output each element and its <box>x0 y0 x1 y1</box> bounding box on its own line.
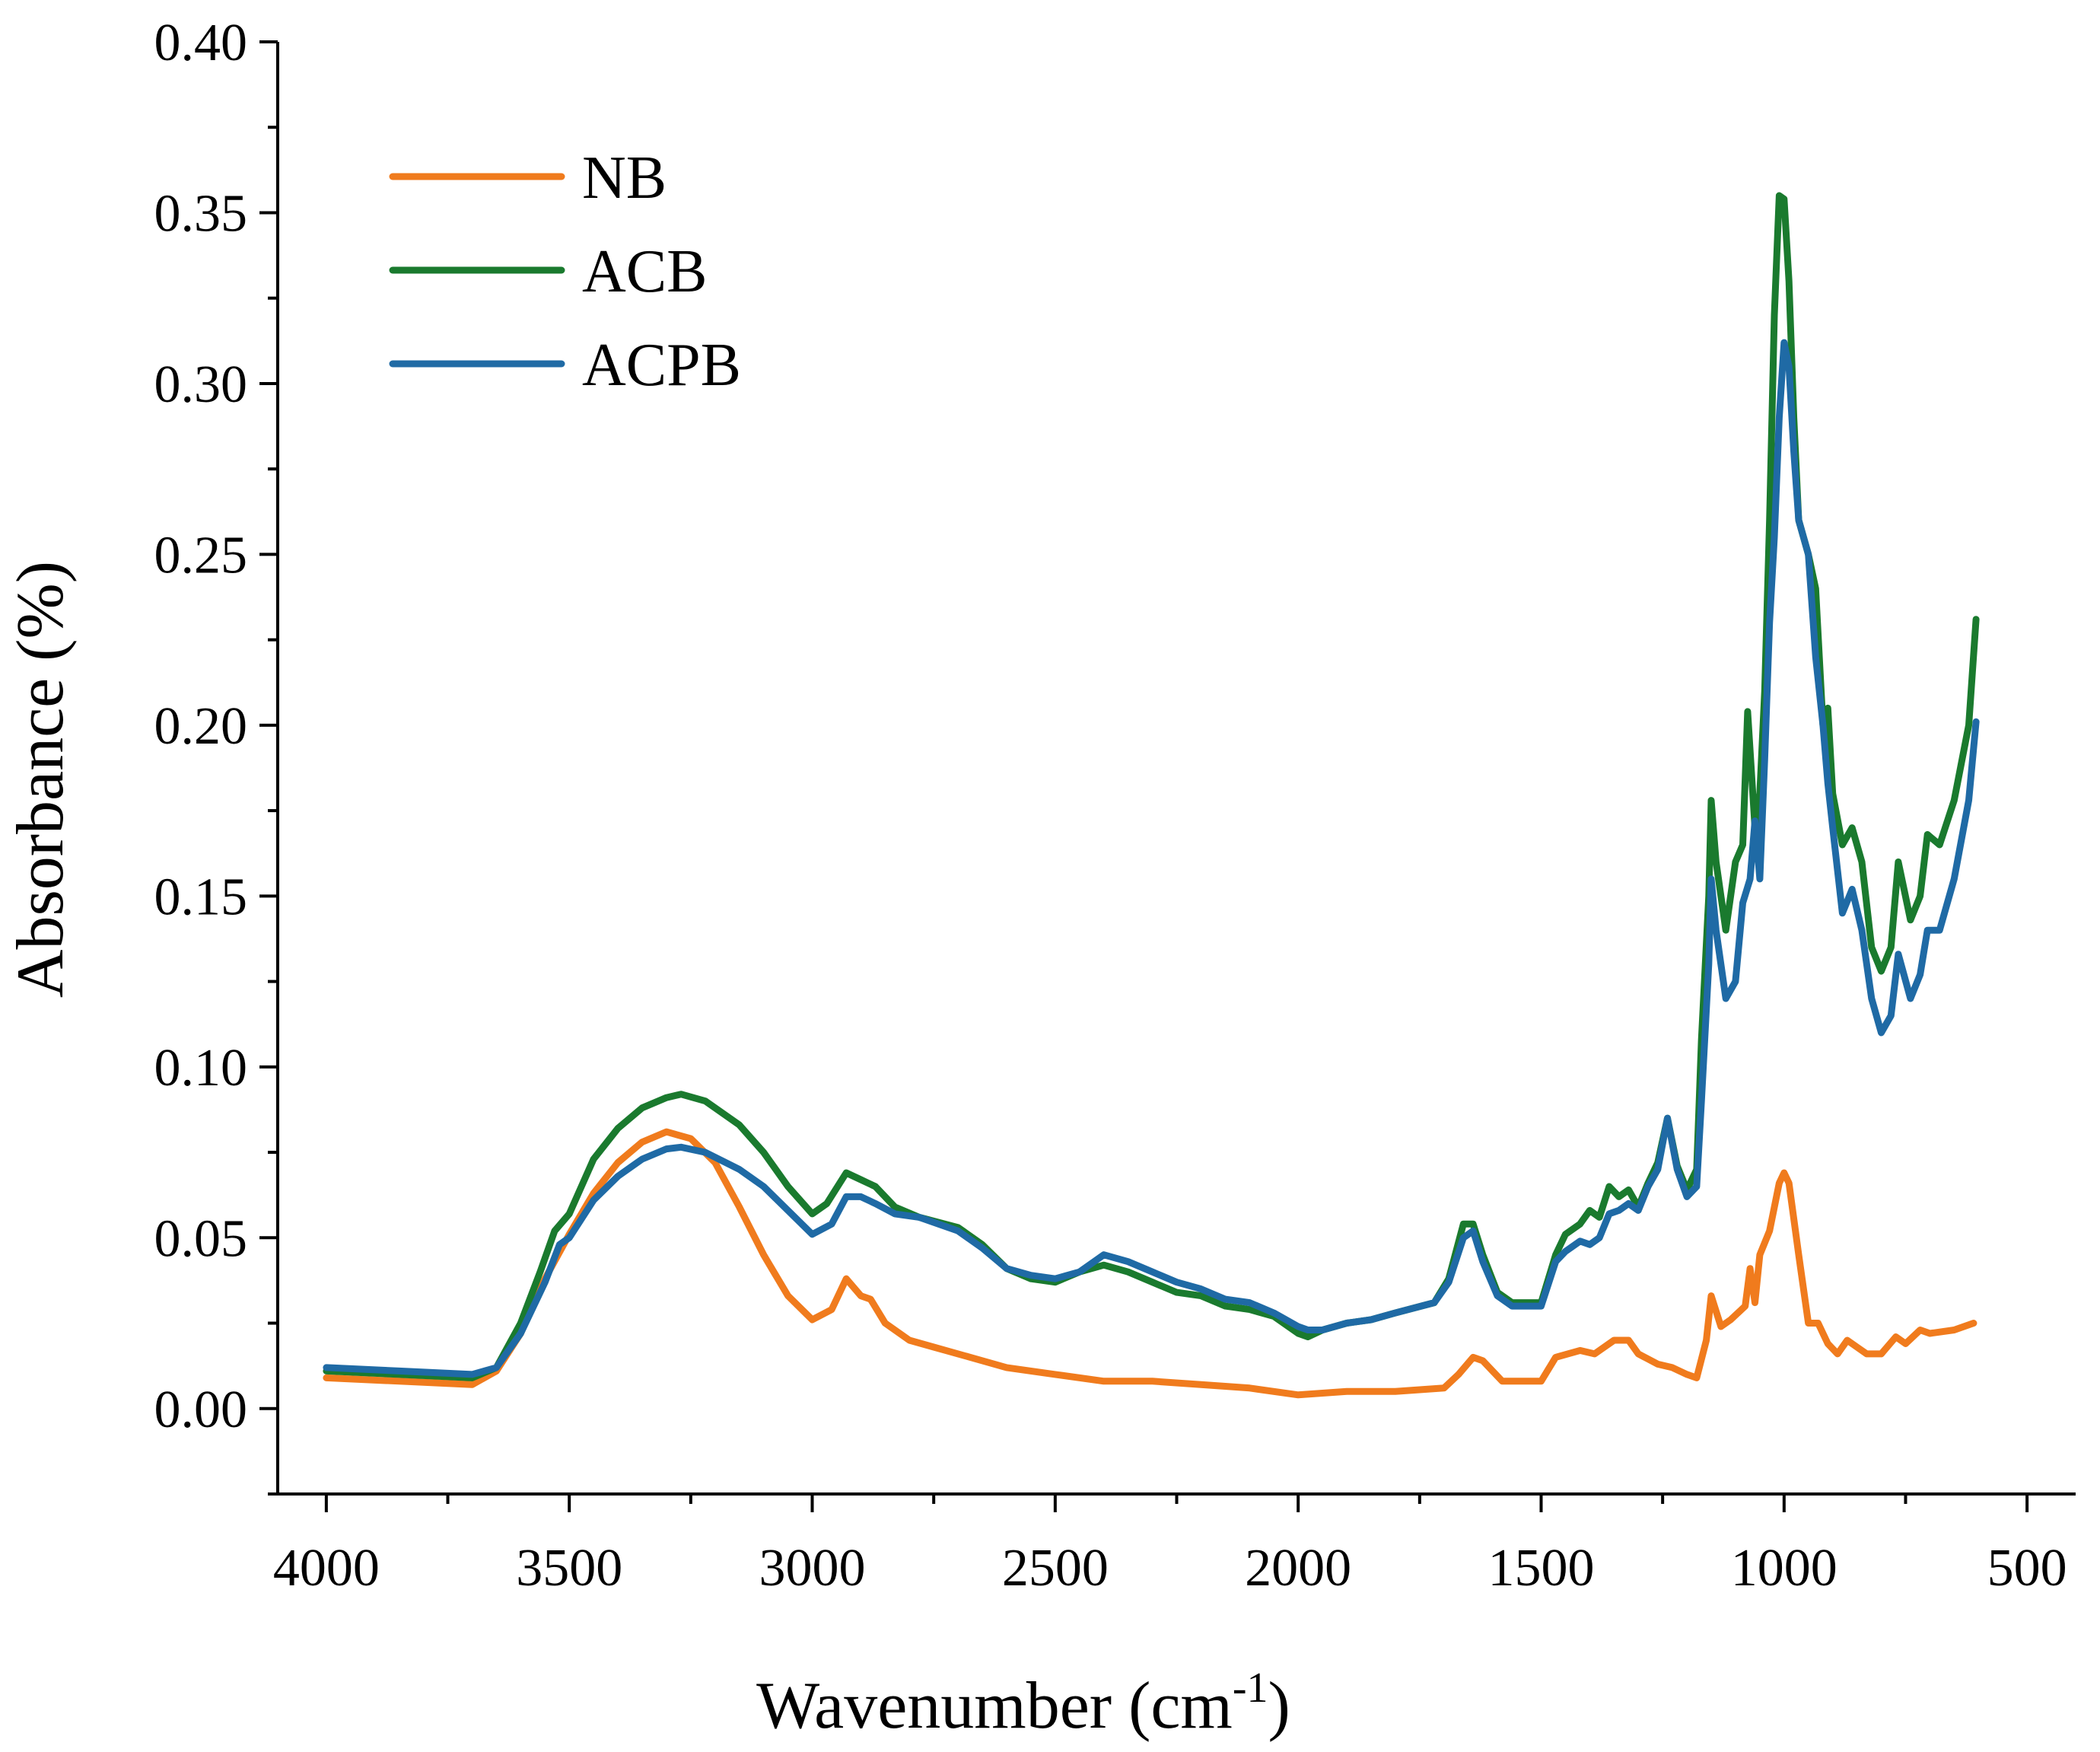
x-tick-label: 1500 <box>1488 1539 1594 1598</box>
legend-label-acb: ACB <box>582 238 708 305</box>
series-line-acpb <box>323 339 1980 1378</box>
legend-label-acpb: ACPB <box>582 332 741 399</box>
x-tick-label: 4000 <box>273 1539 380 1598</box>
x-axis-title: Wavenumber (cm-1) <box>756 1664 1290 1743</box>
y-tick-label: 0.40 <box>154 14 248 72</box>
y-tick-label: 0.05 <box>154 1209 248 1268</box>
y-axis-title: Absorbance (%) <box>4 561 78 998</box>
series-line-nb <box>323 1128 1978 1399</box>
y-tick-label: 0.35 <box>154 184 248 243</box>
legend: NB ACB ACPB <box>389 145 741 399</box>
x-axis-title-main: Wavenumber (cm <box>756 1669 1233 1743</box>
y-tick-label: 0.30 <box>154 355 248 414</box>
y-tick-label: 0.10 <box>154 1039 248 1097</box>
series-line-acb <box>323 192 1980 1381</box>
x-tick-label: 2000 <box>1245 1539 1351 1598</box>
x-tick-label: 3500 <box>516 1539 622 1598</box>
y-tick-label: 0.20 <box>154 697 248 756</box>
series-layer <box>323 192 1980 1399</box>
axes: 0.00 0.05 0.10 0.15 0.20 0.25 0.30 0.35 0.40 4000… <box>154 14 2076 1598</box>
x-tick-label: 3000 <box>759 1539 866 1598</box>
y-tick-label: 0.25 <box>154 526 248 585</box>
x-tick-label: 1000 <box>1731 1539 1838 1598</box>
y-tick-label: 0.15 <box>154 868 248 926</box>
y-tick-label: 0.00 <box>154 1381 248 1439</box>
legend-label-nb: NB <box>582 145 667 212</box>
x-tick-label: 2500 <box>1002 1539 1109 1598</box>
x-axis-title-superscript: -1 <box>1233 1664 1268 1712</box>
x-tick-label: 500 <box>1987 1539 2067 1598</box>
x-axis-title-close: ) <box>1268 1669 1290 1743</box>
